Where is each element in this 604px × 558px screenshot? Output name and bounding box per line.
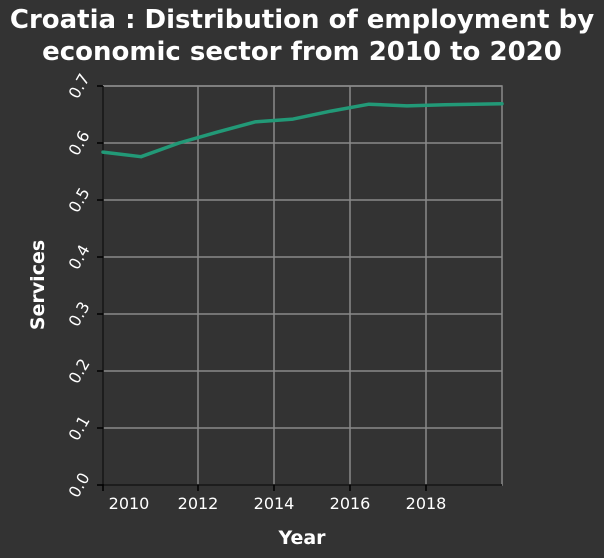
chart-title-line-2: economic sector from 2010 to 2020 <box>42 37 562 67</box>
x-tick-label: 2016 <box>330 494 371 513</box>
axis-layer <box>97 85 502 491</box>
plot-frame <box>102 85 503 486</box>
y-tick-label: 0.3 <box>64 298 93 330</box>
series-layer <box>101 101 504 159</box>
y-tick-label: 0.1 <box>64 412 93 444</box>
y-tick-label: 0.0 <box>64 469 93 501</box>
x-axis-label: Year <box>277 527 326 549</box>
y-tick-label: 0.2 <box>64 355 93 387</box>
series-line-services <box>101 101 504 159</box>
x-tick-label: 2010 <box>109 494 150 513</box>
y-tick-label: 0.5 <box>64 184 93 216</box>
x-tick-label: 2018 <box>406 494 447 513</box>
chart-title: Croatia : Distribution of employment by … <box>0 4 604 68</box>
y-tick-label: 0.6 <box>64 127 93 159</box>
y-tick-label: 0.7 <box>64 70 93 102</box>
grid-layer <box>102 85 503 486</box>
chart-title-line-1: Croatia : Distribution of employment by <box>9 5 595 35</box>
x-tick-label: 2012 <box>178 494 219 513</box>
tick-labels: 0.0 0.1 0.2 0.3 0.4 0.5 0.6 0.7 2010 2012 2014 2016… <box>64 70 446 513</box>
y-tick-label: 0.4 <box>64 241 93 273</box>
x-tick-label: 2014 <box>254 494 295 513</box>
y-axis-label: Services <box>27 240 49 330</box>
